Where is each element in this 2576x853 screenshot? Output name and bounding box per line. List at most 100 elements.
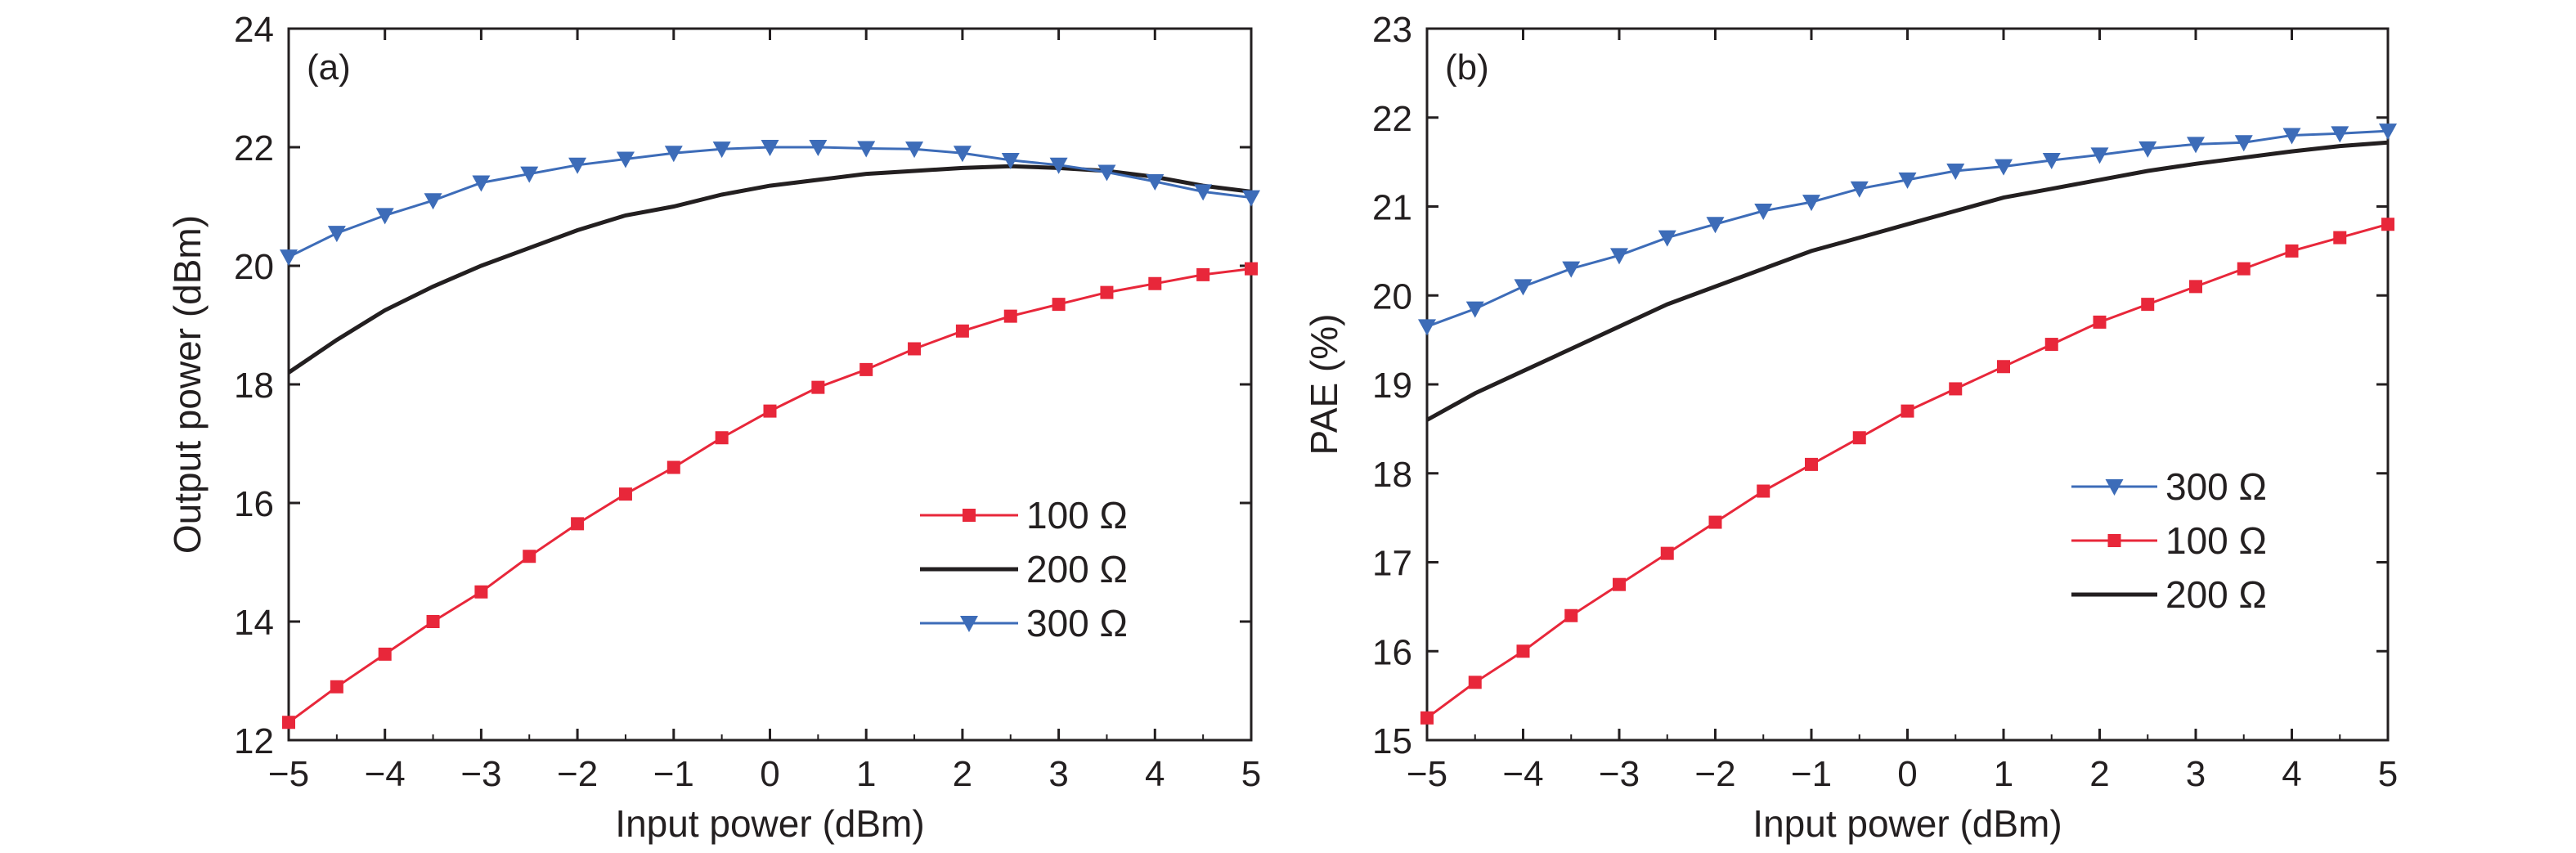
x-tick-label: 1 (856, 754, 876, 794)
data-point (811, 380, 825, 394)
legend-entry: 300 Ω (920, 602, 1128, 644)
legend-entry: 200 Ω (920, 548, 1128, 590)
y-tick-label: 17 (1372, 544, 1412, 584)
data-point (955, 324, 969, 338)
data-point (2282, 128, 2301, 145)
x-tick-label: −5 (1407, 754, 1447, 794)
legend-entry: 200 Ω (2071, 573, 2267, 616)
data-point (2141, 298, 2155, 312)
data-point (571, 517, 585, 531)
x-tick-label: 2 (953, 754, 972, 794)
data-point (523, 550, 536, 563)
y-tick-label: 16 (234, 484, 274, 524)
series-square-0 (282, 262, 1258, 730)
y-tick-label: 23 (1372, 10, 1412, 50)
legend-marker (2105, 479, 2124, 496)
data-point (1049, 157, 1068, 174)
data-point (857, 141, 876, 158)
y-tick-label: 12 (234, 721, 274, 761)
data-point (375, 208, 394, 225)
data-point (2331, 126, 2349, 143)
data-point (1805, 457, 1818, 471)
legend-entry: 100 Ω (2071, 519, 2267, 562)
legend-label: 200 Ω (2165, 573, 2267, 616)
data-point (1997, 360, 2010, 374)
data-point (378, 647, 392, 661)
data-point (1196, 267, 1210, 281)
data-point (1146, 174, 1165, 191)
data-point (1658, 230, 1676, 247)
data-point (1852, 431, 1866, 445)
y-tick-label: 20 (1372, 276, 1412, 317)
data-point (715, 431, 729, 445)
data-point (664, 146, 683, 163)
data-point (2090, 147, 2109, 164)
data-point (472, 175, 491, 192)
legend-label: 200 Ω (1026, 548, 1128, 590)
data-point (1901, 404, 1914, 418)
data-point (1514, 279, 1533, 296)
x-tick-label: −2 (1694, 754, 1735, 794)
legend-marker (960, 616, 978, 632)
x-tick-label: 3 (1048, 754, 1068, 794)
x-tick-label: −1 (653, 754, 694, 794)
data-point (426, 615, 440, 628)
legend-label: 300 Ω (1026, 602, 1128, 644)
data-point (474, 585, 488, 599)
legend-label: 100 Ω (2165, 519, 2267, 562)
data-point (618, 487, 632, 501)
data-point (859, 362, 873, 376)
data-point (2234, 135, 2253, 152)
y-tick-label: 18 (234, 366, 274, 406)
x-axis-title: Input power (dBm) (615, 802, 924, 845)
x-tick-label: 1 (1994, 754, 2013, 794)
x-axis-title: Input power (dBm) (1752, 802, 2062, 845)
x-tick-label: 4 (2282, 754, 2301, 794)
data-point (1564, 608, 1578, 622)
data-point (2093, 315, 2107, 329)
data-point (280, 249, 298, 267)
data-point (1100, 285, 1114, 299)
data-point (809, 140, 828, 156)
data-point (2189, 280, 2202, 294)
legend-marker (2107, 534, 2121, 547)
data-point (330, 680, 343, 694)
data-point (1194, 184, 1213, 201)
data-point (1420, 711, 1434, 725)
x-tick-label: −3 (460, 754, 501, 794)
data-point (1001, 152, 1020, 169)
series-line (1426, 129, 2389, 328)
panel-label: (a) (307, 47, 351, 88)
data-point (1562, 261, 1581, 278)
data-point (2042, 152, 2061, 169)
data-point (2187, 137, 2205, 154)
data-point (1995, 159, 2013, 176)
x-tick-label: −2 (557, 754, 598, 794)
y-tick-label: 24 (234, 10, 274, 50)
data-point (2379, 123, 2397, 141)
x-tick-label: 4 (1145, 754, 1165, 794)
x-tick-label: −5 (268, 754, 309, 794)
x-tick-label: 5 (1241, 754, 1261, 794)
data-point (520, 166, 539, 183)
data-point (908, 342, 922, 356)
y-tick-label: 18 (1372, 455, 1412, 495)
data-point (2333, 231, 2347, 245)
data-point (666, 460, 680, 474)
series-line (1425, 140, 2389, 422)
y-tick-label: 14 (234, 603, 274, 643)
data-point (2381, 218, 2394, 231)
x-tick-label: 3 (2186, 754, 2206, 794)
x-tick-label: −3 (1599, 754, 1640, 794)
data-point (1757, 484, 1770, 498)
chart-panel-b: −5 −4 −3 −2 −1 0 1 2 3 4 5151617181920212223Input … (1303, 10, 2398, 845)
data-point (1660, 546, 1674, 560)
y-axis-title: PAE (%) (1303, 314, 1345, 456)
data-point (1898, 172, 1917, 189)
series-none-2 (1425, 140, 2389, 422)
series-square-1 (1420, 218, 2394, 725)
legend-entry: 300 Ω (2071, 465, 2267, 508)
data-point (1468, 676, 1482, 689)
